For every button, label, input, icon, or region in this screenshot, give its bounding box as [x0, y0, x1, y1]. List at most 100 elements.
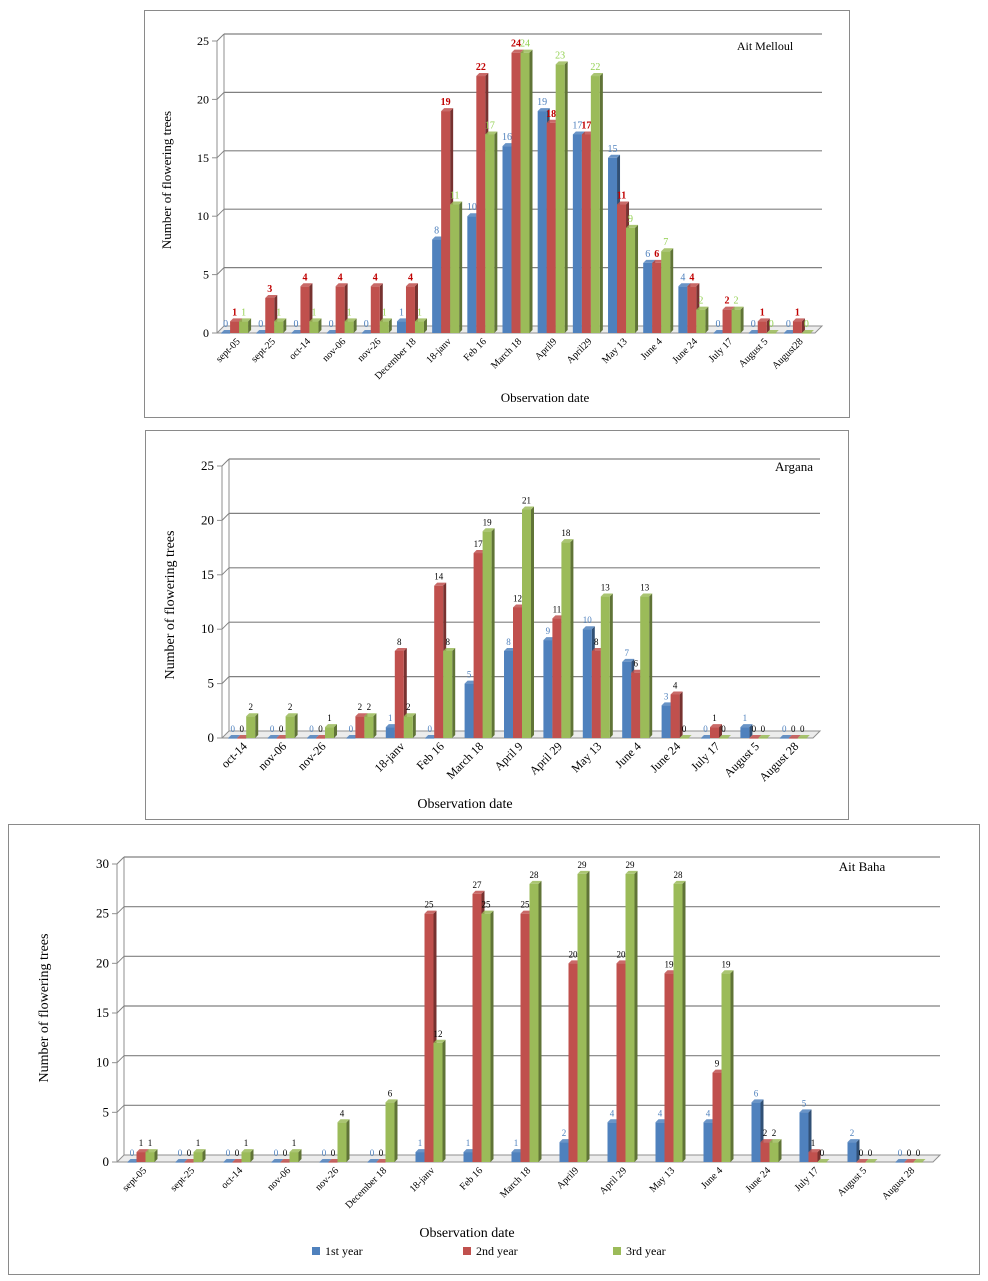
bar-top — [241, 1149, 254, 1153]
data-label: 13 — [640, 583, 650, 593]
bar-front — [385, 1102, 395, 1162]
bar-front — [643, 262, 653, 333]
data-label: 18 — [561, 528, 571, 538]
bar — [337, 1119, 350, 1162]
data-label: 0 — [329, 319, 334, 330]
data-label: 0 — [800, 724, 805, 734]
bar — [520, 49, 533, 334]
bar — [779, 735, 792, 739]
gridline-side — [116, 1005, 125, 1014]
bar — [626, 224, 639, 333]
bar — [600, 593, 613, 738]
bar-top — [687, 283, 700, 287]
data-label: 1 — [743, 713, 748, 723]
bar-top — [405, 283, 418, 287]
bar-front — [520, 52, 530, 334]
bar-front — [425, 738, 435, 739]
bar — [769, 1139, 782, 1162]
bar — [757, 318, 770, 333]
x-tick-label: Feb 16 — [458, 1165, 485, 1192]
data-label: 0 — [868, 1148, 873, 1158]
bar-front — [256, 333, 266, 334]
data-label: 0 — [322, 1148, 327, 1158]
bar — [285, 713, 298, 738]
gridline-side — [221, 621, 230, 630]
x-axis-title: Observation date — [417, 797, 512, 812]
bar — [522, 506, 534, 738]
bar-side — [817, 1149, 821, 1162]
data-label: 25 — [425, 900, 435, 910]
bar-top — [913, 1159, 926, 1162]
bar — [145, 1149, 158, 1162]
bar-top — [661, 248, 674, 252]
bar-front — [274, 321, 284, 333]
bar — [223, 1159, 236, 1163]
bar-side — [318, 318, 322, 333]
data-label: 27 — [473, 880, 483, 890]
bar-front — [687, 286, 697, 333]
x-tick-label: July 17 — [688, 739, 723, 774]
bar-front — [463, 1152, 473, 1162]
bar-top — [788, 735, 801, 738]
bar-top — [267, 735, 280, 738]
x-tick-label: April9 — [533, 336, 559, 362]
bar-top — [309, 318, 322, 322]
bar-top — [511, 49, 524, 53]
y-tick-label: 5 — [103, 1104, 110, 1119]
bar — [175, 1159, 188, 1163]
legend-swatch-1st-year — [312, 1247, 320, 1255]
bar-top — [136, 1149, 149, 1153]
bar-top — [385, 1099, 398, 1103]
bar-side — [635, 224, 639, 333]
bar — [481, 910, 494, 1162]
bar-front — [316, 738, 325, 739]
x-tick-label: Feb 16 — [462, 336, 489, 363]
bar-side — [599, 73, 603, 333]
bar-front — [472, 893, 482, 1162]
data-label: 1 — [388, 713, 393, 723]
bar-top — [441, 108, 454, 112]
bar — [710, 724, 722, 738]
bar — [696, 306, 709, 333]
data-label: 0 — [318, 724, 323, 734]
data-label: 8 — [594, 637, 599, 647]
bar-front — [757, 321, 767, 333]
bar-front — [403, 716, 413, 738]
x-tick-label: August28 — [770, 336, 805, 371]
data-label: 8 — [397, 637, 402, 647]
bar-front — [265, 297, 275, 333]
data-label: 0 — [258, 319, 263, 330]
data-label: 12 — [434, 1029, 443, 1039]
bar-top — [751, 1099, 764, 1103]
bar-top — [670, 691, 683, 695]
bar-top — [608, 154, 621, 158]
bar-top — [246, 713, 259, 717]
bar-front — [221, 333, 231, 334]
x-tick-label: April 29 — [527, 739, 565, 777]
bar-front — [769, 1142, 779, 1162]
data-label: 0 — [270, 724, 275, 734]
bar — [344, 318, 357, 333]
data-label: 1 — [760, 307, 765, 318]
bar-front — [337, 1122, 347, 1162]
bar-front — [432, 239, 442, 333]
bar-front — [184, 1162, 194, 1163]
bar — [640, 593, 653, 738]
x-tick-label: March 18 — [444, 739, 487, 782]
bar-front — [434, 585, 444, 738]
bar-side — [609, 593, 613, 738]
bar-side — [452, 647, 456, 738]
gridline-side — [221, 567, 230, 576]
bar-front — [758, 738, 768, 739]
data-label: 0 — [279, 724, 284, 734]
data-label: 1 — [347, 307, 352, 318]
bar-front — [655, 1122, 665, 1162]
data-label: 1 — [417, 307, 422, 318]
bar-front — [239, 321, 249, 333]
bar-front — [640, 596, 650, 738]
data-label: 19 — [665, 959, 675, 969]
data-label: 0 — [859, 1148, 864, 1158]
bar-front — [285, 716, 295, 738]
x-tick-label: nov-06 — [255, 739, 289, 773]
